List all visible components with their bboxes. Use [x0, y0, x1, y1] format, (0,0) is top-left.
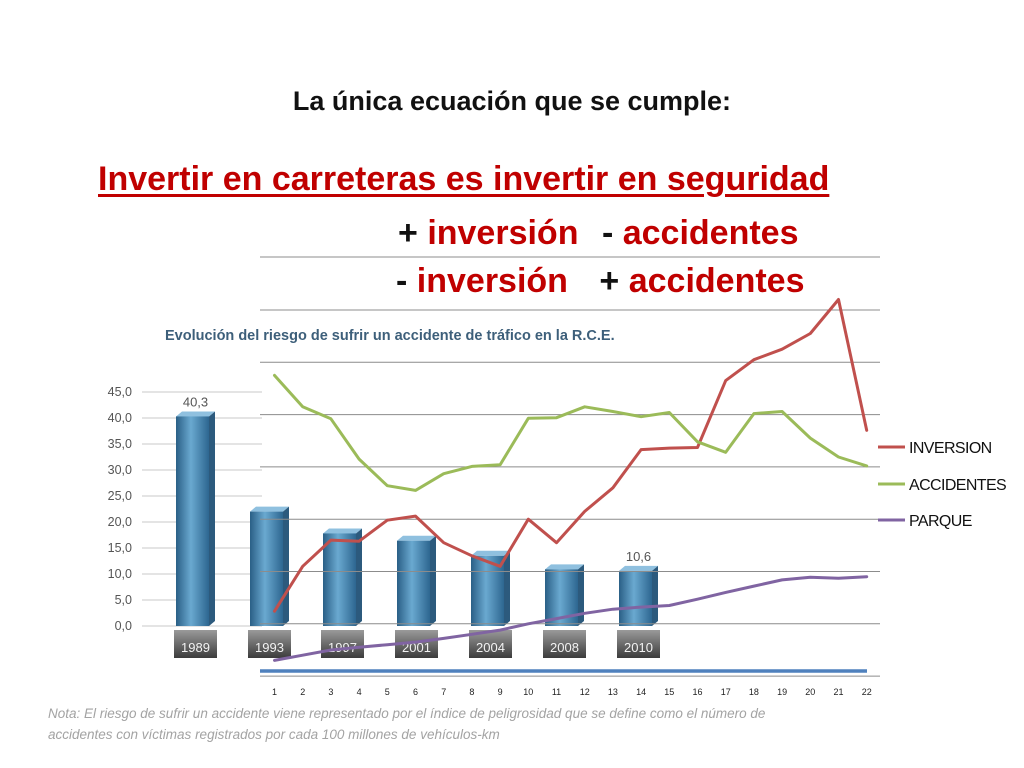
y-tick-label: 40,0 — [108, 411, 132, 425]
x-tick-label: 6 — [413, 687, 418, 697]
bar-top-face — [323, 528, 362, 534]
category-label: 1989 — [181, 640, 210, 655]
bar — [176, 416, 209, 626]
bar — [250, 511, 283, 626]
x-tick-label: 1 — [272, 687, 277, 697]
slogan: Invertir en carreteras es invertir en se… — [98, 160, 830, 198]
bar — [323, 533, 356, 626]
bar-side-face — [430, 535, 436, 626]
bar-top-face — [545, 564, 584, 570]
y-tick-label: 5,0 — [115, 593, 132, 607]
bar-top-face — [619, 565, 658, 571]
y-tick-label: 15,0 — [108, 541, 132, 555]
bar-side-face — [578, 564, 584, 626]
x-tick-label: 17 — [721, 687, 731, 697]
bar-top-face — [250, 506, 289, 512]
bar-top-face — [176, 411, 215, 417]
x-tick-label: 14 — [636, 687, 646, 697]
bar — [471, 555, 504, 626]
x-tick-label: 16 — [692, 687, 702, 697]
legend-label: PARQUE — [909, 513, 972, 530]
bar-value-label: 40,3 — [183, 394, 208, 409]
inversion-line — [273, 298, 869, 613]
category-label: 2004 — [476, 640, 505, 655]
x-tick-label: 9 — [498, 687, 503, 697]
bar-top-face — [397, 535, 436, 541]
legend-label: INVERSION — [909, 440, 992, 457]
x-tick-label: 2 — [300, 687, 305, 697]
bar-side-face — [504, 550, 510, 626]
x-tick-label: 12 — [580, 687, 590, 697]
equation-2: - inversión + accidentes — [396, 262, 804, 301]
y-tick-label: 20,0 — [108, 515, 132, 529]
x-tick-label: 22 — [862, 687, 872, 697]
x-tick-label: 11 — [552, 687, 561, 697]
eq2-term1: inversión — [416, 262, 568, 300]
category-label: 2010 — [624, 640, 653, 655]
x-tick-label: 10 — [523, 687, 533, 697]
category-label: 2008 — [550, 640, 579, 655]
category-cap — [617, 630, 660, 658]
bar-side-face — [652, 565, 658, 626]
eq2-term2: accidentes — [628, 262, 805, 300]
eq1-term2: accidentes — [622, 214, 799, 252]
x-tick-label: 19 — [777, 687, 787, 697]
bar — [619, 570, 652, 626]
accidentes-line — [273, 373, 869, 492]
x-tick-label: 3 — [328, 687, 333, 697]
eq1-sign2: - — [601, 214, 614, 252]
x-tick-label: 20 — [805, 687, 815, 697]
chart-title: Evolución del riesgo de sufrir un accide… — [165, 328, 615, 344]
parque-line — [273, 575, 869, 662]
bar-top-face — [471, 550, 510, 556]
legend-label: ACCIDENTES — [909, 477, 1006, 494]
equation-1: + inversión - accidentes — [398, 214, 798, 253]
x-tick-label: 13 — [608, 687, 618, 697]
eq1-term1: inversión — [427, 214, 579, 252]
y-tick-label: 10,0 — [108, 567, 132, 581]
x-tick-label: 4 — [357, 687, 362, 697]
y-tick-label: 30,0 — [108, 463, 132, 477]
y-tick-label: 25,0 — [108, 489, 132, 503]
y-tick-label: 35,0 — [108, 437, 132, 451]
eq1-sign1: + — [398, 214, 418, 252]
x-tick-label: 18 — [749, 687, 759, 697]
bar-side-face — [356, 528, 362, 626]
footnote: Nota: El riesgo de sufrir un accidente v… — [48, 706, 766, 742]
x-tick-label: 8 — [469, 687, 474, 697]
x-tick-label: 21 — [833, 687, 843, 697]
category-label: 1993 — [255, 640, 284, 655]
y-tick-label: 45,0 — [108, 385, 132, 399]
category-cap — [321, 630, 364, 658]
bar-side-face — [209, 411, 215, 626]
x-tick-label: 7 — [441, 687, 446, 697]
eq2-sign1: - — [396, 262, 408, 300]
category-cap — [543, 630, 586, 658]
heading: La única ecuación que se cumple: — [292, 86, 732, 116]
bar-value-label: 10,6 — [626, 549, 651, 564]
bar-side-face — [283, 506, 289, 626]
x-tick-label: 5 — [385, 687, 390, 697]
category-cap — [174, 630, 217, 658]
y-tick-label: 0,0 — [115, 619, 132, 633]
eq2-sign2: + — [599, 262, 620, 300]
bar — [397, 540, 430, 626]
x-tick-label: 15 — [664, 687, 674, 697]
category-cap — [248, 630, 291, 658]
